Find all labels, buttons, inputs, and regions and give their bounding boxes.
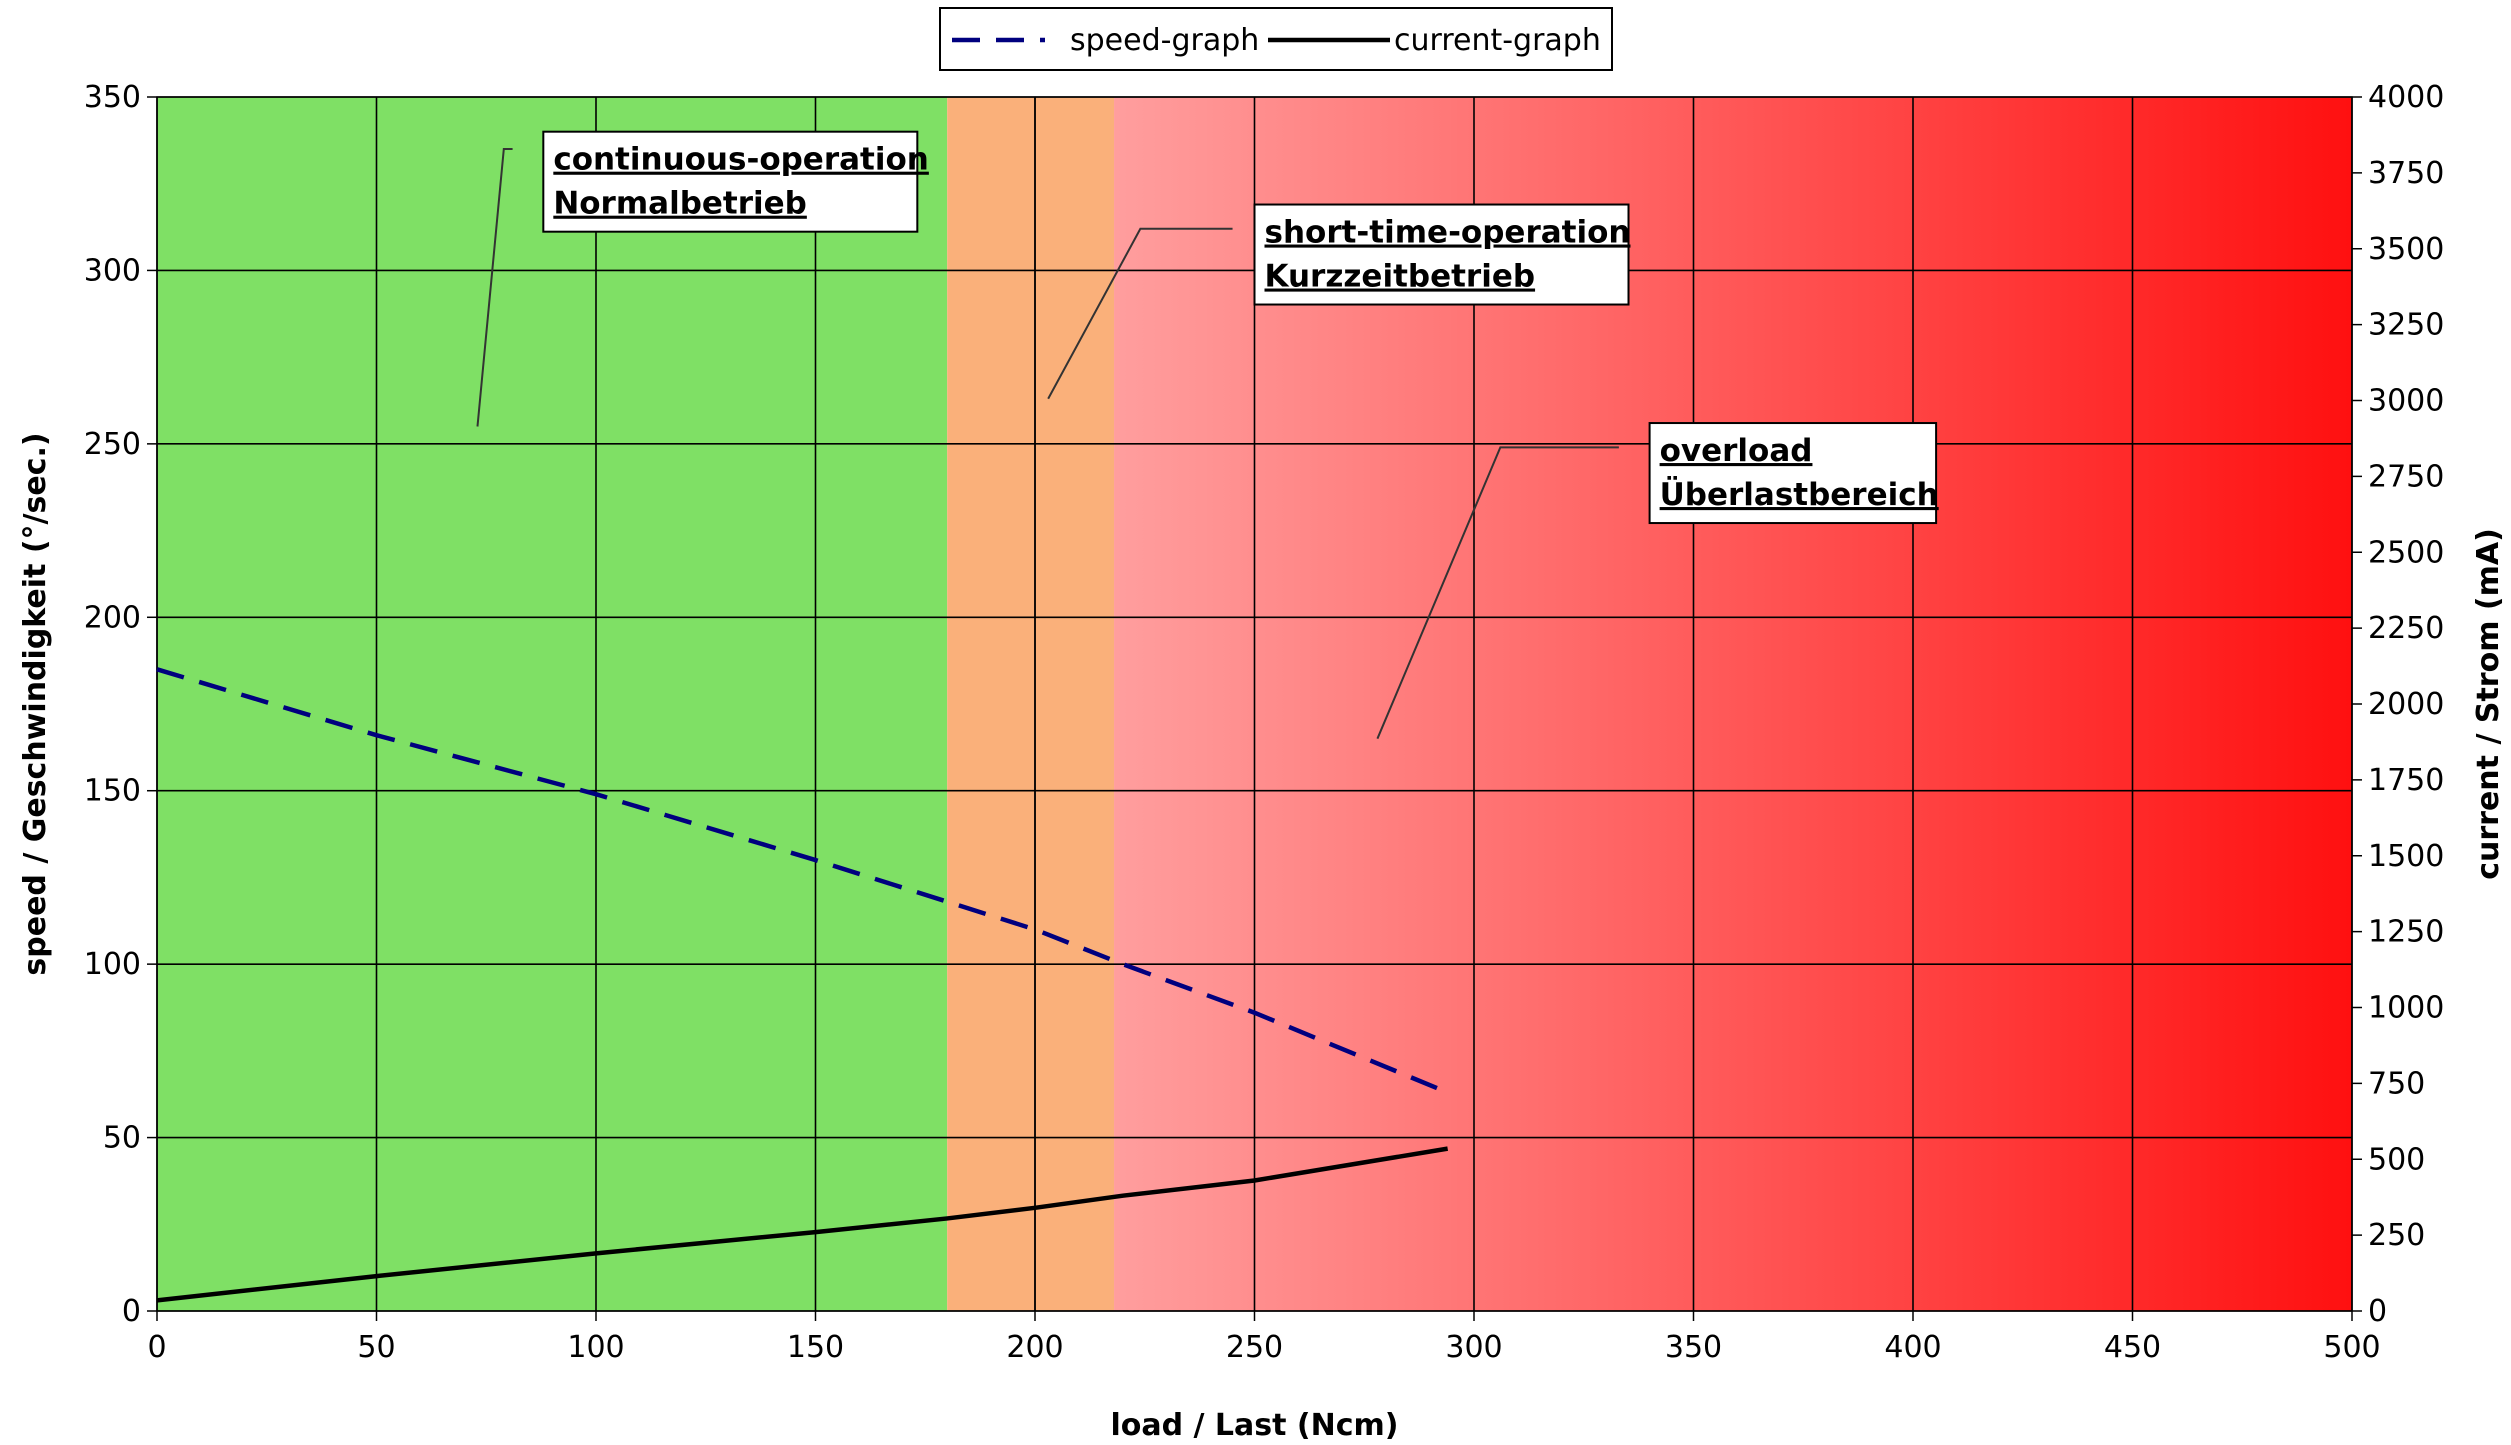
y-tick-label: 50 <box>103 1121 141 1156</box>
y2-tick-label: 2750 <box>2368 459 2444 494</box>
y2-tick-label: 750 <box>2368 1066 2425 1101</box>
annotation-text: continuous-operation <box>553 142 929 178</box>
annotation-leader <box>476 148 513 427</box>
y2-tick-label: 1000 <box>2368 991 2444 1026</box>
y-tick-label: 250 <box>84 427 141 462</box>
annotation-text: Kurzzeitbetrieb <box>1265 259 1536 295</box>
y2-tick-label: 3500 <box>2368 232 2444 267</box>
y-tick-label: 0 <box>122 1294 141 1329</box>
y-tick-label: 100 <box>84 947 141 982</box>
annotation-box <box>542 130 919 233</box>
axes: 0 50 100 150 200 250 300 350 400 450 5000501001502… <box>84 80 2445 1365</box>
y2-tick-label: 2250 <box>2368 611 2444 646</box>
annotation-leader <box>1047 227 1233 400</box>
x-tick-label: 50 <box>357 1330 395 1365</box>
annotations: continuous-operation Normalbetrieb short-t… <box>476 130 1939 740</box>
region-0 <box>157 97 948 1311</box>
annotation-text: short-time-operation <box>1265 215 1631 251</box>
y2-tick-label: 1500 <box>2368 839 2444 874</box>
grid-lines <box>156 96 2353 1312</box>
y2-tick-label: 500 <box>2368 1142 2425 1177</box>
y-tick-label: 150 <box>84 774 141 809</box>
x-tick-label: 200 <box>1006 1330 1063 1365</box>
y2-tick-label: 3000 <box>2368 384 2444 419</box>
y-tick-label: 350 <box>84 80 141 115</box>
y2-tick-label: 2500 <box>2368 535 2444 570</box>
annotation-leader <box>1376 446 1619 740</box>
legend-label-current: current-graph <box>1394 23 1601 58</box>
y-axis-label: speed / Geschwindigkeit (°/sec.) <box>18 432 53 975</box>
series <box>156 667 1449 1303</box>
y2-tick-label: 250 <box>2368 1218 2425 1253</box>
annotation-box <box>1648 422 1938 525</box>
y2-tick-label: 1250 <box>2368 915 2444 950</box>
x-tick-label: 400 <box>1884 1330 1941 1365</box>
x-tick-label: 350 <box>1665 1330 1722 1365</box>
y2-tick-label: 1750 <box>2368 763 2444 798</box>
series-line-speed-graph <box>156 667 1449 1095</box>
region-1 <box>947 97 1115 1311</box>
x-tick-label: 500 <box>2323 1330 2380 1365</box>
y2-tick-label: 3250 <box>2368 308 2444 343</box>
x-axis-label: load / Last (Ncm) <box>1110 1408 1398 1443</box>
x-tick-label: 0 <box>147 1330 166 1365</box>
y2-tick-label: 4000 <box>2368 80 2444 115</box>
annotation-text: Überlastbereich <box>1660 476 1939 513</box>
y2-axis-label: current / Strom (mA) <box>2471 528 2506 880</box>
y2-tick-label: 2000 <box>2368 687 2444 722</box>
y2-tick-label: 3750 <box>2368 156 2444 191</box>
annotation-text: Normalbetrieb <box>553 186 807 222</box>
series-line-current-graph <box>156 1146 1449 1303</box>
x-tick-label: 300 <box>1445 1330 1502 1365</box>
legend-label-speed: speed-graph <box>1070 23 1259 58</box>
annotation-box <box>1253 203 1630 306</box>
y-tick-label: 300 <box>84 253 141 288</box>
annotation-text: overload <box>1660 433 1813 469</box>
y-tick-label: 200 <box>84 600 141 635</box>
x-tick-label: 150 <box>787 1330 844 1365</box>
x-tick-label: 100 <box>567 1330 624 1365</box>
y2-tick-label: 0 <box>2368 1294 2387 1329</box>
x-tick-label: 450 <box>2104 1330 2161 1365</box>
x-tick-label: 250 <box>1226 1330 1283 1365</box>
legend: speed-graph current-graph <box>939 7 1613 71</box>
